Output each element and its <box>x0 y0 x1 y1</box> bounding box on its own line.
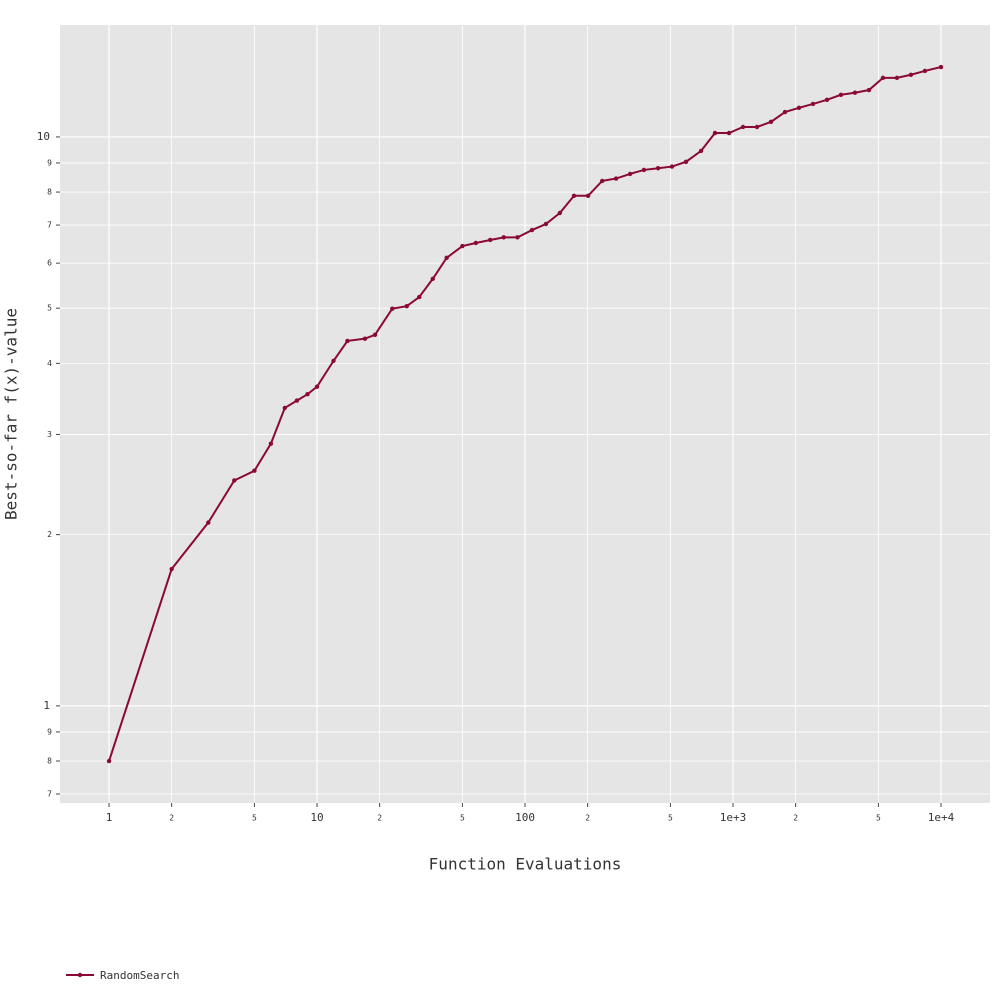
y-tick-label: 3 <box>47 430 52 439</box>
data-point <box>824 97 830 103</box>
data-point <box>796 105 802 111</box>
data-point <box>390 306 395 311</box>
data-point <box>305 392 310 397</box>
data-point <box>232 478 237 483</box>
x-tick-label: 2 <box>793 814 798 823</box>
data-point <box>683 159 689 165</box>
data-point <box>669 164 675 169</box>
y-tick-label: 4 <box>47 359 52 368</box>
data-point <box>294 398 300 403</box>
y-tick-label: 9 <box>47 158 52 167</box>
data-point <box>372 332 378 337</box>
y-tick-label: 8 <box>47 188 52 197</box>
data-point <box>543 221 549 227</box>
x-tick-label: 5 <box>252 814 257 823</box>
y-tick-label: 7 <box>47 790 52 799</box>
data-point <box>585 193 591 199</box>
data-point <box>362 336 368 341</box>
data-point <box>473 240 479 246</box>
y-tick-label: 1 <box>43 699 50 712</box>
x-tick-label: 100 <box>515 811 535 824</box>
data-point <box>529 227 535 233</box>
data-point <box>515 235 520 240</box>
data-point <box>726 130 732 136</box>
x-tick-label: 5 <box>668 814 673 823</box>
x-axis-title: Function Evaluations <box>429 855 622 874</box>
x-tick-label: 2 <box>585 814 590 823</box>
data-point <box>557 210 563 216</box>
x-tick-label: 10 <box>310 811 323 824</box>
data-point <box>613 176 619 181</box>
data-point <box>754 124 760 130</box>
data-point <box>268 441 274 446</box>
data-point <box>698 148 704 154</box>
data-point <box>417 294 422 300</box>
data-point <box>444 255 449 261</box>
data-point <box>641 167 647 173</box>
data-point <box>314 384 320 389</box>
data-point <box>810 101 816 107</box>
data-point <box>345 338 350 344</box>
y-tick-label: 2 <box>47 530 52 539</box>
marks <box>106 64 944 764</box>
y-tick-label: 10 <box>37 130 50 143</box>
grid <box>56 25 990 807</box>
x-tick-label: 1e+4 <box>928 811 955 824</box>
data-point <box>460 243 465 249</box>
data-point <box>712 130 718 136</box>
data-point <box>740 124 746 130</box>
legend-label: RandomSearch <box>100 969 179 982</box>
data-point <box>169 566 174 572</box>
y-tick-label: 8 <box>47 757 52 766</box>
x-tick-label: 1e+3 <box>720 811 747 824</box>
legend-marker <box>77 972 83 978</box>
x-tick-label: 1 <box>106 811 113 824</box>
data-point <box>331 358 336 364</box>
x-tick-label: 5 <box>876 814 881 823</box>
data-point <box>282 405 288 411</box>
data-point <box>922 68 928 74</box>
data-point <box>206 520 211 525</box>
data-point <box>866 87 872 93</box>
x-tick-label: 5 <box>460 814 465 823</box>
data-point <box>430 276 435 282</box>
data-point <box>655 166 661 171</box>
data-point <box>501 235 506 240</box>
data-point <box>106 758 112 764</box>
y-tick-label: 6 <box>47 259 52 268</box>
y-tick-label: 7 <box>47 221 52 230</box>
data-point <box>894 75 900 81</box>
data-point <box>487 237 493 243</box>
data-point <box>252 468 257 473</box>
data-point <box>938 64 944 70</box>
data-point <box>852 90 858 95</box>
data-point <box>404 304 409 309</box>
x-tick-label: 2 <box>169 814 174 823</box>
data-point <box>880 75 886 81</box>
x-tick-label: 2 <box>377 814 382 823</box>
data-point <box>782 109 788 115</box>
y-tick-label: 9 <box>47 727 52 736</box>
y-tick-label: 5 <box>47 304 52 313</box>
data-point <box>571 193 577 199</box>
data-point <box>838 92 844 97</box>
data-point <box>768 119 774 125</box>
y-axis-title: Best-so-far f(x)-value <box>2 308 21 520</box>
data-point <box>600 178 605 184</box>
data-point <box>908 72 914 77</box>
data-point <box>627 171 633 177</box>
